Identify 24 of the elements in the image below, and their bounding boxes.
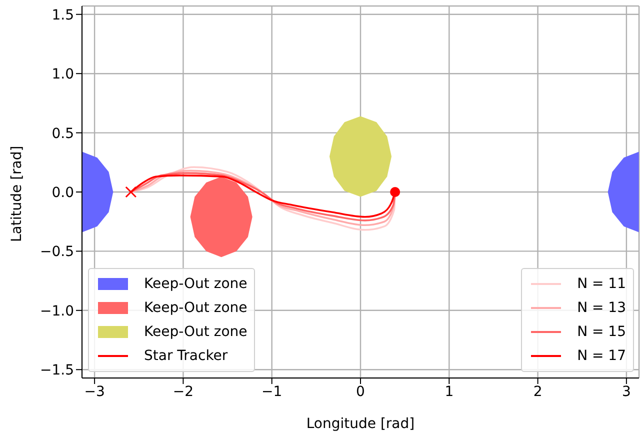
y-tick-label: 0.0: [52, 184, 74, 201]
x-axis-title: Longitude [rad]: [306, 416, 415, 432]
y-tick-label: 0.5: [52, 126, 74, 142]
x-tick-label: 1: [444, 384, 454, 400]
legend-label: N = 17: [577, 347, 626, 366]
x-tick-label: −3: [84, 384, 105, 400]
x-tick-label: 3: [622, 384, 631, 400]
y-tick-label: 1.5: [52, 7, 74, 24]
y-tick-label: −1.0: [40, 303, 74, 320]
x-tick-label: −1: [262, 384, 282, 400]
legend-label: Keep-Out zone: [144, 275, 248, 294]
legend-label: N = 11: [577, 275, 626, 294]
legend-label: N = 13: [577, 299, 626, 318]
legend-label: Star Tracker: [144, 347, 228, 366]
y-tick-label: −0.5: [40, 244, 74, 260]
x-tick-label: 2: [533, 384, 542, 400]
y-tick-label: −1.5: [40, 362, 74, 379]
legend-label: N = 15: [577, 323, 626, 342]
y-axis-title: Latitude [rad]: [8, 146, 25, 242]
y-tick-label: 1.0: [52, 66, 74, 83]
x-tick-label: 0: [356, 384, 365, 400]
legend-label: Keep-Out zone: [144, 299, 248, 318]
x-tick-label: −2: [172, 384, 194, 400]
legend-label: Keep-Out zone: [144, 323, 248, 342]
